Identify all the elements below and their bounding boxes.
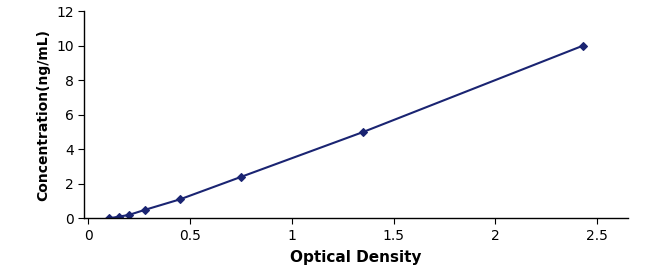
X-axis label: Optical Density: Optical Density — [290, 250, 422, 265]
Y-axis label: Concentration(ng/mL): Concentration(ng/mL) — [36, 29, 50, 201]
